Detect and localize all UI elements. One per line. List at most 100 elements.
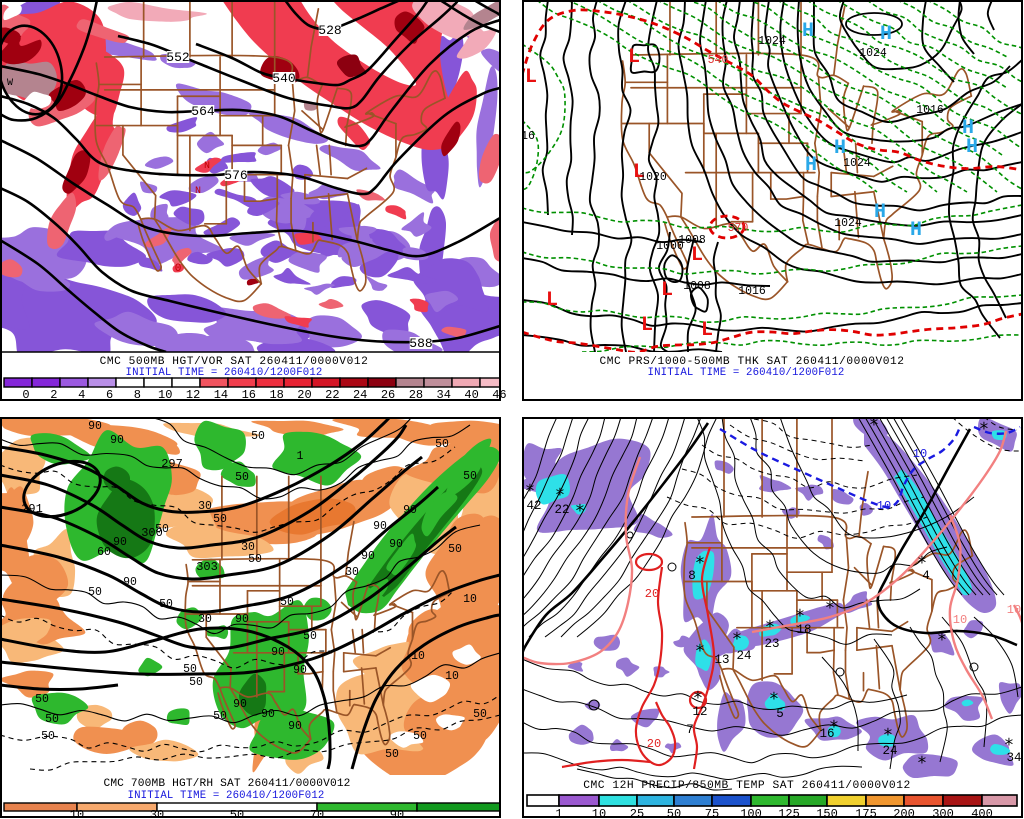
svg-text:90: 90 [123,576,137,589]
svg-text:H: H [805,154,817,177]
svg-text:20: 20 [647,737,661,751]
svg-text:∗: ∗ [695,640,705,659]
svg-text:H: H [962,117,974,140]
svg-text:6: 6 [106,388,113,402]
svg-text:50: 50 [88,586,102,599]
svg-text:24: 24 [882,744,897,758]
svg-text:10: 10 [158,388,172,402]
svg-text:∗: ∗ [795,605,805,624]
svg-text:N: N [204,161,210,172]
svg-text:90: 90 [293,664,307,677]
svg-text:90: 90 [271,646,285,659]
svg-text:∗: ∗ [829,716,839,735]
svg-text:42: 42 [526,499,541,513]
svg-text:50: 50 [213,710,227,723]
svg-text:L: L [691,244,703,267]
svg-text:30: 30 [345,566,359,579]
svg-text:16: 16 [242,388,256,402]
svg-text:∗: ∗ [525,480,535,499]
svg-text:50: 50 [45,713,59,726]
svg-text:50: 50 [41,730,55,743]
svg-text:540: 540 [708,54,729,67]
svg-text:2: 2 [50,388,57,402]
svg-text:L: L [525,66,537,89]
svg-text:90: 90 [261,708,275,721]
svg-text:12: 12 [186,388,200,402]
svg-text:297: 297 [161,457,183,471]
svg-text:24: 24 [353,388,367,402]
svg-text:552: 552 [166,50,189,65]
svg-text:∗: ∗ [769,688,779,707]
svg-text:34: 34 [1006,751,1021,765]
svg-text:∗: ∗ [883,724,893,743]
svg-text:1008: 1008 [678,234,706,247]
svg-text:1: 1 [297,450,304,463]
svg-text:50: 50 [248,553,262,566]
svg-text:∗: ∗ [917,752,927,771]
svg-text:90: 90 [88,420,102,433]
svg-text:H: H [834,137,846,160]
svg-text:H: H [966,136,978,159]
svg-text:90: 90 [288,720,302,733]
svg-text:5: 5 [776,707,784,721]
svg-text:90: 90 [233,698,247,711]
svg-text:L: L [701,319,713,342]
svg-text:1024: 1024 [758,35,786,48]
svg-text:90: 90 [361,550,375,563]
svg-text:1024: 1024 [859,47,887,60]
svg-text:20: 20 [297,388,311,402]
svg-text:570: 570 [728,222,749,235]
svg-text:∗: ∗ [555,484,565,503]
svg-text:40: 40 [464,388,478,402]
svg-text:∗: ∗ [693,687,703,706]
svg-text:L: L [546,289,558,312]
svg-text:18: 18 [269,388,283,402]
svg-text:∗: ∗ [765,616,775,635]
svg-text:8: 8 [134,388,141,402]
svg-text:50: 50 [159,598,173,611]
svg-text:50: 50 [303,630,317,643]
svg-text:588: 588 [409,336,432,351]
svg-text:540: 540 [272,71,295,86]
svg-text:4: 4 [78,388,85,402]
svg-text:H: H [910,219,922,242]
svg-text:18: 18 [796,623,811,637]
svg-text:90: 90 [390,808,404,819]
svg-text:300: 300 [141,526,163,540]
svg-text:10: 10 [70,808,84,819]
svg-text:∗: ∗ [575,500,585,519]
svg-text:50: 50 [155,523,169,536]
svg-text:1008: 1008 [683,280,711,293]
svg-text:∗: ∗ [825,597,835,616]
svg-text:0: 0 [22,388,29,402]
svg-text:50: 50 [189,676,203,689]
svg-text:291: 291 [21,502,43,516]
svg-text:50: 50 [280,596,294,609]
svg-text:INITIAL TIME = 260410/1200F012: INITIAL TIME = 260410/1200F012 [128,790,325,802]
svg-text:N: N [195,186,201,197]
svg-text:28: 28 [409,388,423,402]
svg-text:INITIAL TIME = 260410/1200F012: INITIAL TIME = 260410/1200F012 [648,367,845,379]
svg-text:1024: 1024 [843,157,871,170]
svg-text:W: W [7,78,13,89]
svg-text:10: 10 [411,650,425,663]
svg-text:50: 50 [235,471,249,484]
svg-text:528: 528 [318,23,341,38]
svg-text:INITIAL TIME = 260410/1200F012: INITIAL TIME = 260410/1200F012 [126,367,323,379]
svg-text:13: 13 [714,653,729,667]
svg-text:50: 50 [435,438,449,451]
svg-text:∗: ∗ [695,552,705,571]
svg-text:H: H [802,20,814,43]
svg-text:20: 20 [645,587,659,601]
svg-text:90: 90 [110,434,124,447]
svg-text:1016: 1016 [738,285,766,298]
svg-text:L: L [661,279,673,302]
svg-text:34: 34 [437,388,451,402]
svg-text:30: 30 [198,613,212,626]
svg-text:CMC 500MB HGT/VOR SAT 260411/0: CMC 500MB HGT/VOR SAT 260411/0000V012 [100,356,369,368]
svg-text:∗: ∗ [1004,734,1014,753]
svg-text:∗: ∗ [869,414,879,433]
svg-text:∗: ∗ [917,552,927,571]
svg-text:8: 8 [688,569,696,583]
svg-text:L: L [641,314,653,337]
